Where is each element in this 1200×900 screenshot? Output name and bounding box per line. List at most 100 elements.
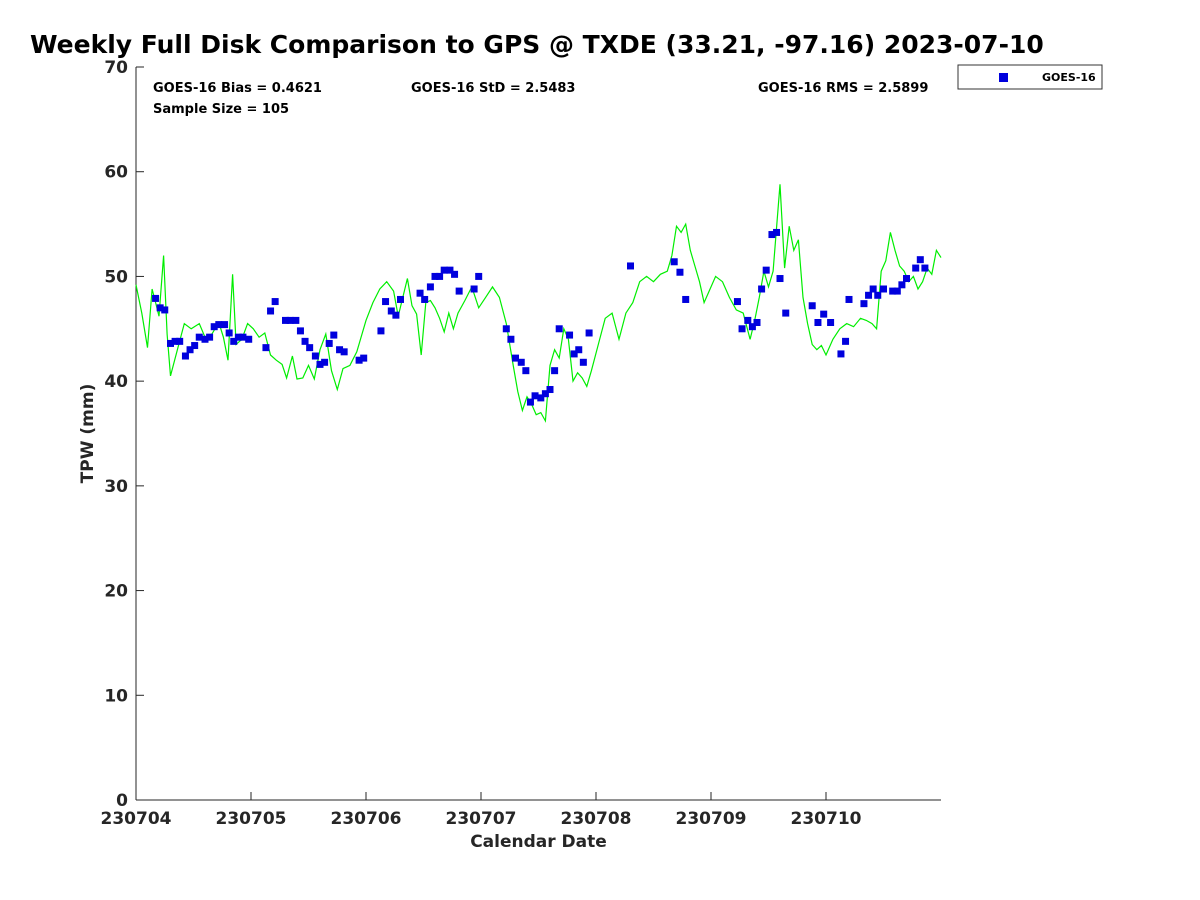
data-point: [191, 342, 199, 350]
x-tick-label: 230709: [676, 809, 747, 829]
x-tick-label: 230710: [791, 809, 862, 829]
data-point: [512, 354, 519, 362]
data-point: [880, 285, 887, 293]
y-tick-label: 30: [104, 477, 128, 497]
y-tick-label: 60: [104, 163, 128, 183]
data-point: [176, 337, 184, 345]
x-axis-label: Calendar Date: [470, 832, 607, 852]
y-axis-label: TPW (mm): [78, 384, 98, 484]
data-point: [161, 306, 169, 314]
data-point: [575, 346, 583, 354]
y-tick-label: 50: [104, 267, 128, 287]
data-point: [239, 333, 247, 341]
data-point: [455, 287, 463, 295]
data-point: [827, 319, 835, 327]
std-annotation: GOES-16 StD = 2.5483: [411, 81, 575, 96]
gps-line-path: [135, 184, 942, 423]
data-point: [325, 339, 333, 347]
data-point: [355, 356, 363, 364]
legend-marker-icon: [999, 73, 1008, 82]
data-point: [753, 319, 761, 327]
data-point: [292, 316, 300, 324]
data-point: [245, 335, 253, 343]
data-point: [446, 266, 454, 274]
data-point: [470, 285, 478, 293]
sample-size-annotation: Sample Size = 105: [153, 102, 289, 117]
data-point: [517, 358, 525, 366]
data-point: [912, 264, 920, 272]
data-point: [201, 335, 209, 343]
data-point: [416, 289, 424, 297]
data-point: [776, 275, 784, 283]
data-point: [808, 302, 816, 310]
data-point: [397, 295, 404, 303]
data-point: [262, 344, 270, 352]
data-point: [431, 272, 439, 280]
data-point: [570, 350, 578, 358]
data-point: [865, 291, 873, 299]
data-point: [421, 295, 429, 303]
data-point: [195, 333, 203, 341]
data-point: [340, 348, 348, 356]
data-point: [845, 295, 853, 303]
data-point: [670, 258, 678, 266]
data-point: [869, 285, 877, 293]
data-point: [526, 398, 534, 406]
data-point: [773, 228, 781, 236]
data-point: [271, 298, 279, 306]
y-tick-label: 40: [104, 372, 128, 392]
data-point: [267, 307, 275, 315]
data-point: [336, 346, 344, 354]
legend-frame: [957, 64, 1103, 90]
data-point: [156, 304, 164, 312]
data-point: [627, 262, 634, 270]
data-point: [152, 294, 160, 302]
data-point: [522, 367, 530, 375]
data-point: [874, 291, 882, 299]
data-point: [820, 310, 828, 318]
data-point: [426, 283, 434, 291]
data-point: [738, 325, 746, 333]
bias-annotation: GOES-16 Bias = 0.4621: [153, 81, 322, 96]
data-point: [733, 298, 741, 306]
data-point: [860, 300, 868, 308]
data-point: [546, 386, 554, 394]
data-point: [206, 333, 214, 341]
data-point: [215, 321, 223, 329]
data-point: [234, 333, 242, 341]
data-point: [782, 309, 790, 317]
data-point: [762, 266, 770, 274]
data-point: [682, 295, 690, 303]
data-point: [210, 323, 218, 331]
data-point: [330, 331, 338, 339]
data-point: [889, 287, 897, 295]
legend-label: GOES-16: [1042, 71, 1096, 84]
data-point: [837, 350, 845, 358]
data-point: [306, 344, 314, 352]
data-point: [171, 337, 179, 345]
x-tick-label: 230707: [446, 809, 517, 829]
data-point: [507, 335, 515, 343]
data-point: [531, 392, 539, 400]
data-point: [903, 275, 910, 283]
data-point: [225, 329, 233, 337]
data-point: [451, 270, 459, 278]
data-point: [768, 231, 776, 239]
data-point: [230, 337, 238, 345]
data-point: [296, 327, 304, 335]
data-point: [436, 272, 444, 280]
data-point: [387, 307, 395, 315]
data-point: [475, 272, 483, 280]
gps-tpw-line: [135, 184, 942, 423]
y-tick-label: 0: [116, 791, 128, 811]
y-tick-label: 10: [104, 686, 128, 706]
data-point: [221, 321, 229, 329]
data-point: [316, 360, 324, 368]
data-point: [440, 266, 448, 274]
data-point: [555, 325, 563, 333]
data-point: [186, 346, 194, 354]
goes16-points: [152, 228, 929, 406]
data-point: [311, 352, 319, 360]
data-point: [286, 316, 294, 324]
